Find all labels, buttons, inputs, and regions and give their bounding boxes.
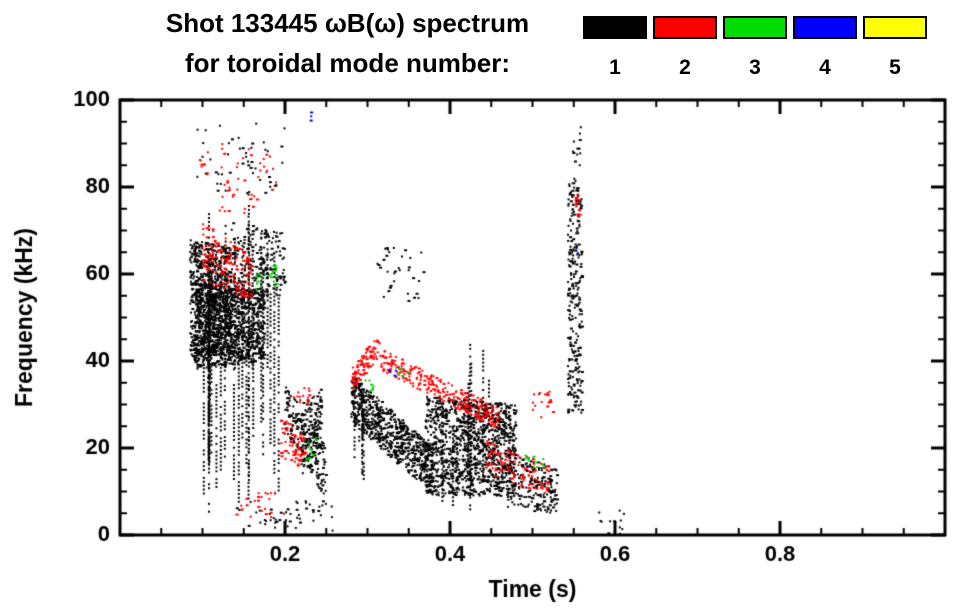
plot-window: Shot 133445 ωB(ω) spectrum for toroidal … — [0, 0, 963, 615]
spectrogram-canvas — [0, 0, 963, 615]
